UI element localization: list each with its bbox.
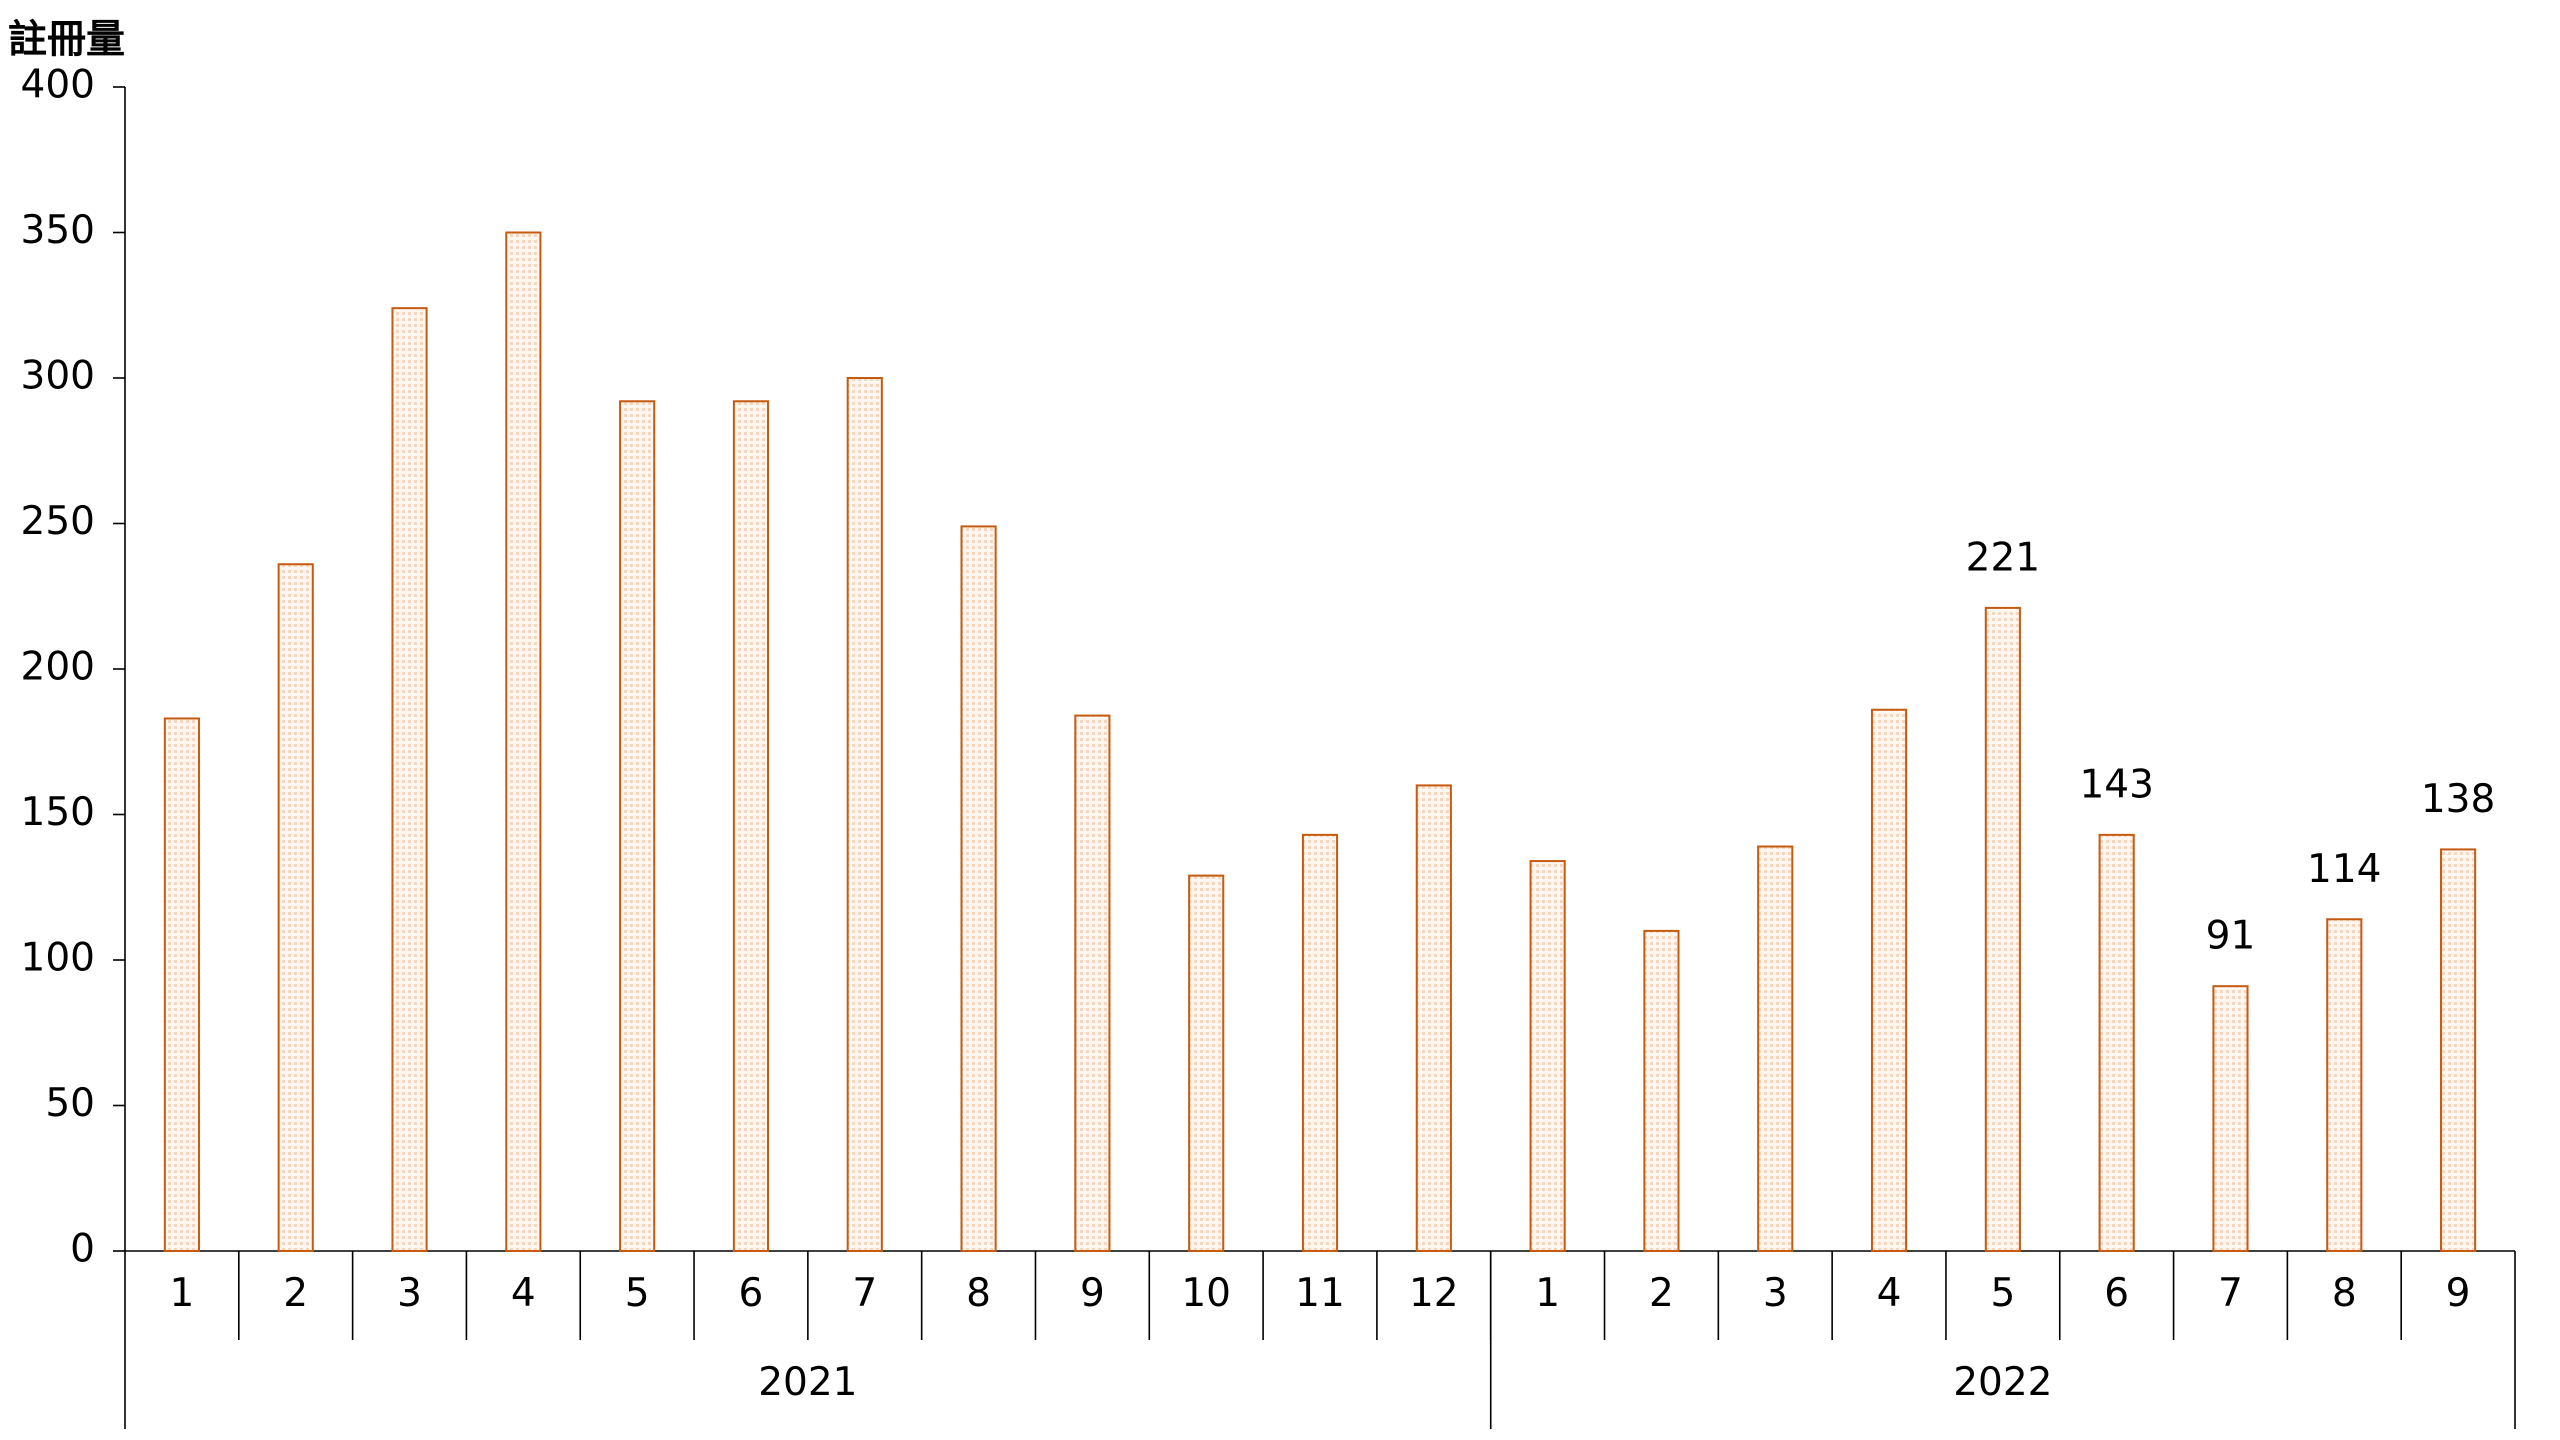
x-tick-label: 1 <box>1535 1271 1560 1316</box>
value-label: 91 <box>2206 914 2256 959</box>
x-tick-label: 11 <box>1295 1271 1345 1316</box>
bar <box>2098 833 2135 1252</box>
y-tick-label: 0 <box>70 1227 95 1272</box>
y-tick-label: 150 <box>21 790 95 835</box>
x-tick-label: 8 <box>966 1271 991 1316</box>
value-label: 221 <box>1966 535 2040 580</box>
y-tick-label: 50 <box>45 1081 95 1126</box>
bar <box>1757 845 1794 1252</box>
y-tick-label: 350 <box>21 208 95 253</box>
bar <box>505 231 542 1252</box>
x-tick-label: 6 <box>2104 1271 2129 1316</box>
bar <box>277 563 314 1252</box>
y-tick-label: 250 <box>21 499 95 544</box>
x-tick-label: 2 <box>1649 1271 1674 1316</box>
bar <box>2326 918 2363 1252</box>
x-tick-label: 5 <box>1990 1271 2015 1316</box>
x-tick-label: 3 <box>1763 1271 1788 1316</box>
bar <box>846 377 883 1252</box>
x-tick-label: 3 <box>397 1271 422 1316</box>
x-tick-label: 5 <box>625 1271 650 1316</box>
bar <box>1529 860 1566 1252</box>
bar <box>1074 714 1111 1252</box>
value-label: 138 <box>2421 777 2495 822</box>
y-tick-label: 300 <box>21 354 95 399</box>
bar <box>1188 874 1225 1252</box>
x-tick-label: 6 <box>739 1271 764 1316</box>
x-tick-label: 7 <box>852 1271 877 1316</box>
x-tick-label: 12 <box>1409 1271 1459 1316</box>
bar <box>1415 784 1452 1253</box>
y-tick-label: 200 <box>21 645 95 690</box>
bar <box>1643 929 1680 1253</box>
y-tick-label: 400 <box>21 63 95 108</box>
bar <box>2212 985 2249 1252</box>
x-tick-label: 4 <box>1877 1271 1902 1316</box>
bar <box>1301 833 1339 1252</box>
group-label: 2021 <box>758 1360 857 1405</box>
y-tick-label: 100 <box>21 936 95 981</box>
bar <box>2440 848 2477 1252</box>
x-tick-label: 8 <box>2332 1271 2357 1316</box>
bar <box>732 400 770 1252</box>
x-tick-label: 9 <box>2446 1271 2471 1316</box>
bar <box>391 307 428 1253</box>
value-label: 143 <box>2079 762 2153 807</box>
bar <box>1984 606 2021 1252</box>
x-tick-label: 10 <box>1181 1271 1231 1316</box>
x-tick-label: 9 <box>1080 1271 1105 1316</box>
x-tick-label: 1 <box>169 1271 194 1316</box>
x-tick-label: 7 <box>2218 1271 2243 1316</box>
bar <box>619 400 656 1252</box>
x-tick-label: 4 <box>511 1271 536 1316</box>
bar <box>1870 708 1908 1252</box>
bar <box>960 525 997 1252</box>
value-label: 114 <box>2307 847 2381 892</box>
y-axis-label: 註冊量 <box>8 18 125 63</box>
x-tick-label: 2 <box>283 1271 308 1316</box>
group-label: 2022 <box>1953 1360 2052 1405</box>
bar <box>163 717 200 1252</box>
